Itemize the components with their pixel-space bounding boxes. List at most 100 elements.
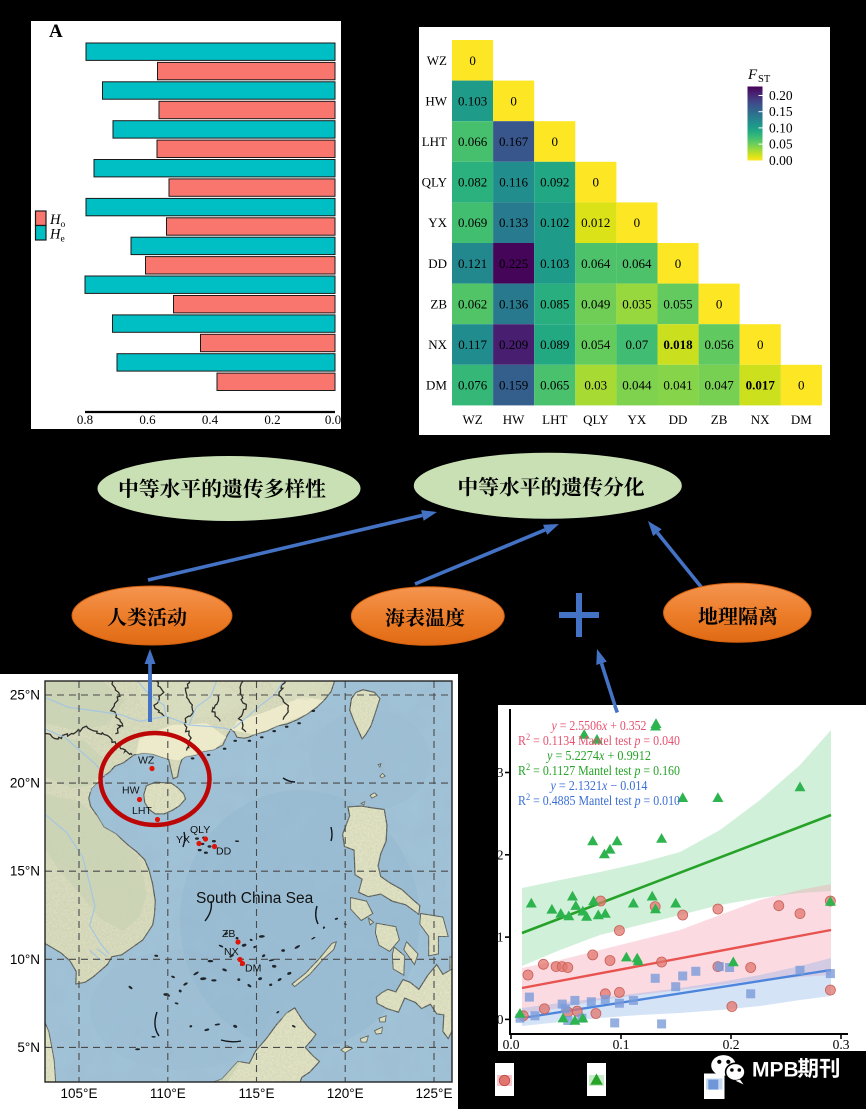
svg-text:0.6: 0.6 <box>139 412 156 427</box>
svg-text:0.055: 0.055 <box>663 296 692 311</box>
svg-text:QLY: QLY <box>583 412 609 427</box>
svg-text:0.116: 0.116 <box>499 175 528 190</box>
svg-text:0: 0 <box>498 1012 504 1027</box>
svg-text:YX: YX <box>428 215 447 230</box>
svg-text:0.4: 0.4 <box>202 412 219 427</box>
svg-text:0.064: 0.064 <box>581 256 611 271</box>
svg-text:HW: HW <box>503 412 525 427</box>
svg-text:0.3: 0.3 <box>833 1037 850 1051</box>
svg-text:NX: NX <box>751 412 770 427</box>
svg-text:0.102: 0.102 <box>540 215 569 230</box>
svg-text:DD: DD <box>428 256 447 271</box>
svg-text:0.8: 0.8 <box>77 412 93 427</box>
svg-text:0.092: 0.092 <box>540 175 569 190</box>
svg-text:DD: DD <box>669 412 688 427</box>
svg-text:ST: ST <box>758 74 771 85</box>
svg-text:WZ: WZ <box>138 755 155 767</box>
svg-text:0.049: 0.049 <box>581 296 610 311</box>
svg-text:0.064: 0.064 <box>622 256 652 271</box>
svg-text:0.041: 0.041 <box>663 378 692 393</box>
svg-text:0.103: 0.103 <box>540 256 569 271</box>
svg-text:LHT: LHT <box>132 805 152 817</box>
svg-text:R2 = 0.4885 Mantel test p = 0.: R2 = 0.4885 Mantel test p = 0.010 <box>518 793 680 808</box>
svg-text:MPB: MPB <box>752 1059 799 1082</box>
svg-text:125°E: 125°E <box>416 1086 453 1101</box>
svg-text:YX: YX <box>628 412 647 427</box>
svg-text:0.00: 0.00 <box>769 153 793 168</box>
svg-text:0.07: 0.07 <box>626 337 649 352</box>
svg-text:0.066: 0.066 <box>458 134 488 149</box>
svg-text:0.044: 0.044 <box>622 378 652 393</box>
svg-text:R2 = 0.1134 Mantel test p = 0.: R2 = 0.1134 Mantel test p = 0.040 <box>518 733 680 748</box>
svg-text:0.117: 0.117 <box>458 337 487 352</box>
svg-text:NX: NX <box>428 337 447 352</box>
svg-text:0.2: 0.2 <box>264 412 280 427</box>
svg-text:0.2: 0.2 <box>723 1037 740 1051</box>
svg-text:1: 1 <box>498 930 504 945</box>
svg-text:0.017: 0.017 <box>746 378 776 393</box>
svg-text:0.089: 0.089 <box>540 337 569 352</box>
svg-text:DM: DM <box>245 963 261 975</box>
svg-text:0.047: 0.047 <box>704 378 734 393</box>
svg-text:25°N: 25°N <box>10 688 40 703</box>
svg-text:0.056: 0.056 <box>704 337 734 352</box>
svg-text:R2 = 0.1127 Mantel test p = 0.: R2 = 0.1127 Mantel test p = 0.160 <box>518 763 680 778</box>
svg-text:0.10: 0.10 <box>769 120 793 135</box>
svg-text:ZB: ZB <box>711 412 728 427</box>
svg-text:South China Sea: South China Sea <box>196 890 314 907</box>
svg-text:DM: DM <box>426 378 447 393</box>
svg-text:0.167: 0.167 <box>499 134 529 149</box>
svg-text:DM: DM <box>791 412 812 427</box>
svg-text:0.209: 0.209 <box>499 337 528 352</box>
svg-text:0.012: 0.012 <box>581 215 610 230</box>
svg-text:0: 0 <box>757 337 764 352</box>
svg-text:0: 0 <box>510 93 517 108</box>
svg-text:LHT: LHT <box>542 412 567 427</box>
svg-text:F: F <box>747 67 758 83</box>
svg-text:NX: NX <box>224 946 239 958</box>
svg-text:HW: HW <box>122 785 140 797</box>
svg-text:0.225: 0.225 <box>499 256 528 271</box>
svg-text:QLY: QLY <box>422 175 448 190</box>
svg-text:0: 0 <box>798 378 805 393</box>
svg-text:20°N: 20°N <box>10 776 40 791</box>
svg-text:115°E: 115°E <box>239 1086 275 1101</box>
svg-text:0.1: 0.1 <box>613 1037 630 1051</box>
svg-text:A: A <box>49 21 63 42</box>
svg-text:0.035: 0.035 <box>622 296 651 311</box>
svg-text:YX: YX <box>176 834 190 846</box>
svg-text:0.15: 0.15 <box>769 104 793 119</box>
svg-text:0.133: 0.133 <box>499 215 528 230</box>
svg-text:0: 0 <box>593 175 600 190</box>
svg-text:0.0: 0.0 <box>503 1037 520 1051</box>
svg-text:10°N: 10°N <box>10 952 40 967</box>
svg-text:110°E: 110°E <box>150 1086 186 1101</box>
svg-text:0.121: 0.121 <box>458 256 487 271</box>
svg-text:0.0: 0.0 <box>325 412 341 427</box>
svg-text:0.054: 0.054 <box>581 337 611 352</box>
svg-text:5°N: 5°N <box>17 1040 40 1055</box>
svg-text:0.076: 0.076 <box>458 378 488 393</box>
svg-text:0.103: 0.103 <box>458 93 487 108</box>
svg-text:QLY: QLY <box>190 824 210 836</box>
svg-text:105°E: 105°E <box>61 1086 98 1101</box>
svg-text:ZB: ZB <box>430 296 447 311</box>
svg-text:WZ: WZ <box>462 412 482 427</box>
svg-text:2: 2 <box>498 847 504 862</box>
svg-text:0: 0 <box>716 296 723 311</box>
svg-text:WZ: WZ <box>427 53 447 68</box>
svg-text:0.03: 0.03 <box>584 378 607 393</box>
svg-text:0.085: 0.085 <box>540 296 569 311</box>
svg-text:0.082: 0.082 <box>458 175 487 190</box>
svg-text:0: 0 <box>634 215 641 230</box>
svg-text:15°N: 15°N <box>10 864 40 879</box>
svg-text:LHT: LHT <box>422 134 447 149</box>
svg-text:0: 0 <box>469 53 476 68</box>
svg-text:0.136: 0.136 <box>499 296 529 311</box>
svg-text:HW: HW <box>425 93 447 108</box>
svg-text:120°E: 120°E <box>327 1086 364 1101</box>
svg-text:y = 2.5506x + 0.352: y = 2.5506x + 0.352 <box>550 718 647 733</box>
svg-text:0.05: 0.05 <box>769 137 793 152</box>
svg-text:y = 2.1321x − 0.014: y = 2.1321x − 0.014 <box>549 778 648 793</box>
svg-text:0.159: 0.159 <box>499 378 528 393</box>
